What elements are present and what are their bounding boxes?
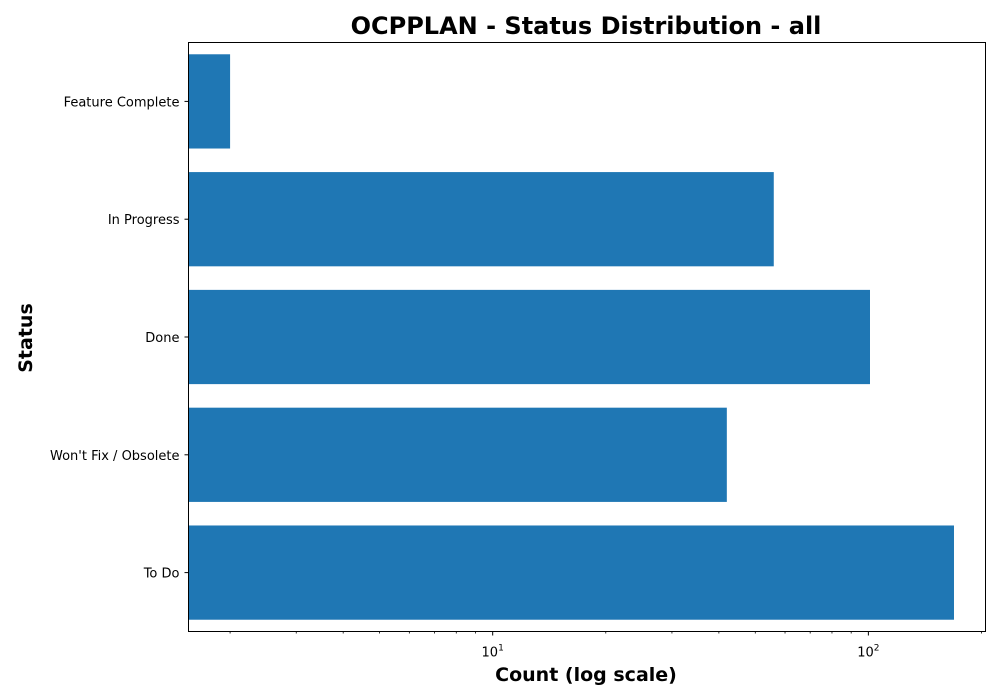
bar — [188, 54, 231, 149]
y-axis-label: Status — [15, 303, 37, 373]
bar — [188, 407, 727, 502]
plot-frame — [188, 42, 986, 632]
y-tick-label: To Do — [143, 567, 180, 582]
bar — [188, 172, 774, 267]
chart-title: OCPPLAN - Status Distribution - all — [351, 12, 822, 40]
y-tick-label: Won't Fix / Obsolete — [50, 449, 180, 464]
bars-group — [188, 54, 954, 620]
y-tick-label: Feature Complete — [64, 95, 180, 110]
bar — [188, 289, 871, 385]
y-tick-label: In Progress — [108, 213, 180, 228]
y-axis-ticks: Feature Complete In Progress Done Won't Fix… — [50, 95, 189, 582]
x-tick-label: 101 — [482, 644, 504, 661]
bar — [188, 525, 954, 620]
x-tick-label: 102 — [857, 644, 879, 661]
x-axis-label: Count (log scale) — [495, 664, 677, 686]
y-tick-label: Done — [145, 331, 179, 346]
x-axis-ticks: 101 102 — [229, 631, 982, 661]
